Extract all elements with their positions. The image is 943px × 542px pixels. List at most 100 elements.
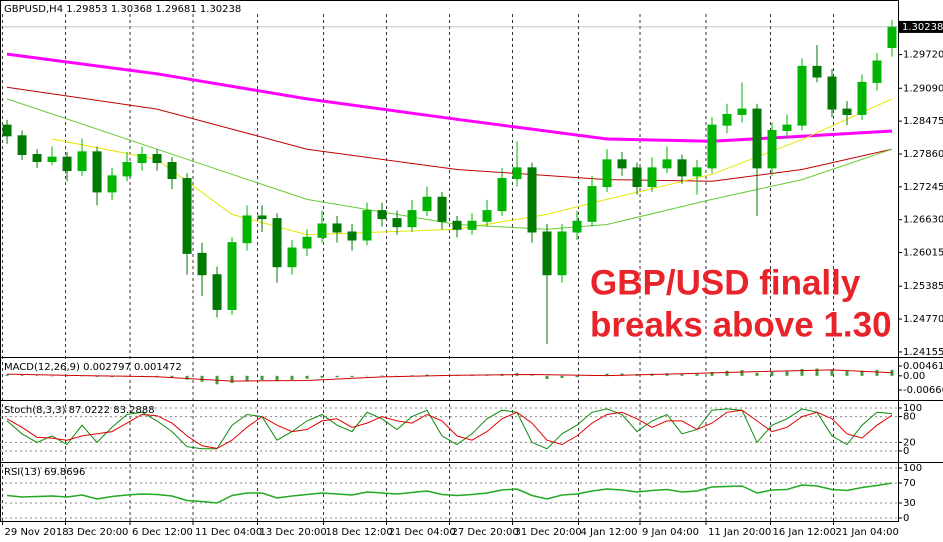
x-tick-label: 18 Dec 12:00 bbox=[326, 527, 393, 538]
candle-body bbox=[617, 159, 627, 169]
candle-body bbox=[767, 129, 777, 169]
histogram-bar bbox=[530, 375, 534, 376]
x-tick-label: 21 Jan 04:00 bbox=[836, 527, 899, 538]
candle-body bbox=[797, 65, 807, 126]
y-tick-label: 70 bbox=[903, 478, 916, 489]
panel-header: RSI(13) 69.8696 bbox=[4, 467, 85, 478]
candle-body bbox=[482, 210, 492, 222]
x-tick-label: 21 Dec 04:00 bbox=[389, 527, 456, 538]
histogram-bar bbox=[350, 375, 354, 378]
histogram-bar bbox=[95, 375, 99, 377]
x-tick-label: 11 Dec 04:00 bbox=[195, 527, 262, 538]
candle-body bbox=[842, 108, 852, 115]
candle-body bbox=[212, 274, 222, 310]
candle-body bbox=[662, 159, 672, 169]
candle-body bbox=[2, 124, 12, 137]
y-tick-label: 1.26015 bbox=[903, 248, 943, 259]
candle-body bbox=[362, 210, 372, 241]
candle-body bbox=[62, 156, 72, 172]
histogram-bar bbox=[785, 371, 789, 376]
candle-body bbox=[17, 135, 27, 156]
candle-body bbox=[92, 151, 102, 193]
histogram-bar bbox=[275, 375, 279, 381]
candle-body bbox=[782, 124, 792, 131]
histogram-bar bbox=[485, 375, 489, 376]
candle-body bbox=[407, 210, 417, 228]
candle-body bbox=[692, 167, 702, 177]
candle-body bbox=[437, 196, 447, 222]
x-tick-label: 31 Dec 20:00 bbox=[515, 527, 582, 538]
histogram-bar bbox=[290, 375, 294, 380]
indicator-line bbox=[6, 482, 893, 504]
histogram-bar bbox=[845, 371, 849, 376]
x-tick-label: 9 Jan 04:00 bbox=[642, 527, 699, 538]
candle-body bbox=[242, 215, 252, 244]
candle-body bbox=[467, 220, 477, 230]
candle-body bbox=[602, 159, 612, 188]
candle-body bbox=[452, 220, 462, 230]
y-tick-label: 0.00 bbox=[903, 371, 925, 382]
candle-body bbox=[317, 223, 327, 238]
candle-body bbox=[647, 167, 657, 188]
histogram-bar bbox=[335, 375, 339, 378]
y-tick-label: 1.25385 bbox=[903, 281, 943, 292]
annotation: GBP/USD finally bbox=[590, 263, 861, 302]
histogram-bar bbox=[575, 375, 579, 378]
x-tick-label: 11 Jan 20:00 bbox=[708, 527, 771, 538]
header-value: 1.29853 bbox=[66, 4, 107, 15]
histogram-bar bbox=[20, 375, 24, 376]
header-value: 83.2888 bbox=[113, 405, 154, 416]
candle-body bbox=[332, 223, 342, 233]
candle-body bbox=[227, 242, 237, 310]
histogram-bar bbox=[545, 375, 549, 380]
candle-body bbox=[302, 236, 312, 249]
histogram-bar bbox=[365, 375, 369, 377]
candle-body bbox=[137, 154, 147, 164]
histogram-bar bbox=[320, 375, 324, 378]
y-tick-label: 0.004614 bbox=[903, 361, 943, 372]
panel-header: Stoch(8,3,3) 87.0222 83.2888 bbox=[4, 405, 155, 416]
candle-body bbox=[557, 231, 567, 276]
candle-body bbox=[497, 178, 507, 212]
histogram-bar bbox=[230, 375, 234, 384]
candle-body bbox=[752, 108, 762, 169]
y-tick-label: 1.26630 bbox=[903, 215, 943, 226]
histogram-bar bbox=[560, 375, 564, 378]
candle-body bbox=[422, 196, 432, 212]
indicator-line bbox=[6, 409, 893, 449]
candle-body bbox=[527, 167, 537, 233]
price-box bbox=[899, 20, 943, 33]
candle-body bbox=[632, 167, 642, 188]
header-value: 69.8696 bbox=[44, 467, 85, 478]
y-tick-label: 100 bbox=[903, 403, 922, 414]
histogram-bar bbox=[65, 375, 69, 377]
candle-body bbox=[512, 167, 522, 180]
histogram-bar bbox=[245, 375, 249, 382]
histogram-bar bbox=[680, 373, 684, 376]
candle-body bbox=[542, 231, 552, 276]
x-tick-label: 29 Nov 2018 bbox=[5, 527, 69, 538]
x-tick-label: 3 Dec 20:00 bbox=[68, 527, 129, 538]
histogram-bar bbox=[695, 373, 699, 376]
y-tick-label: 80 bbox=[903, 412, 916, 423]
candle-body bbox=[77, 151, 87, 172]
histogram-bar bbox=[890, 369, 894, 376]
histogram-bar bbox=[605, 373, 609, 376]
histogram-bar bbox=[815, 368, 819, 376]
panel-header: MACD(12,26,9) 0.002797 0.001472 bbox=[4, 362, 182, 373]
histogram-bar bbox=[470, 375, 474, 377]
histogram-bar bbox=[305, 375, 309, 379]
header-value: 0.002797 bbox=[83, 362, 131, 373]
indicator-name: RSI(13) bbox=[4, 467, 41, 478]
header-value: 87.0222 bbox=[69, 405, 110, 416]
y-tick-label: 30 bbox=[903, 498, 916, 509]
y-tick-label: -0.006668 bbox=[903, 385, 943, 396]
candle-body bbox=[122, 162, 132, 177]
histogram-bar bbox=[860, 370, 864, 376]
header-value: 1.30368 bbox=[111, 4, 152, 15]
header-value: 1.30238 bbox=[200, 4, 241, 15]
y-tick-label: 20 bbox=[903, 437, 916, 448]
histogram-bar bbox=[455, 375, 459, 377]
